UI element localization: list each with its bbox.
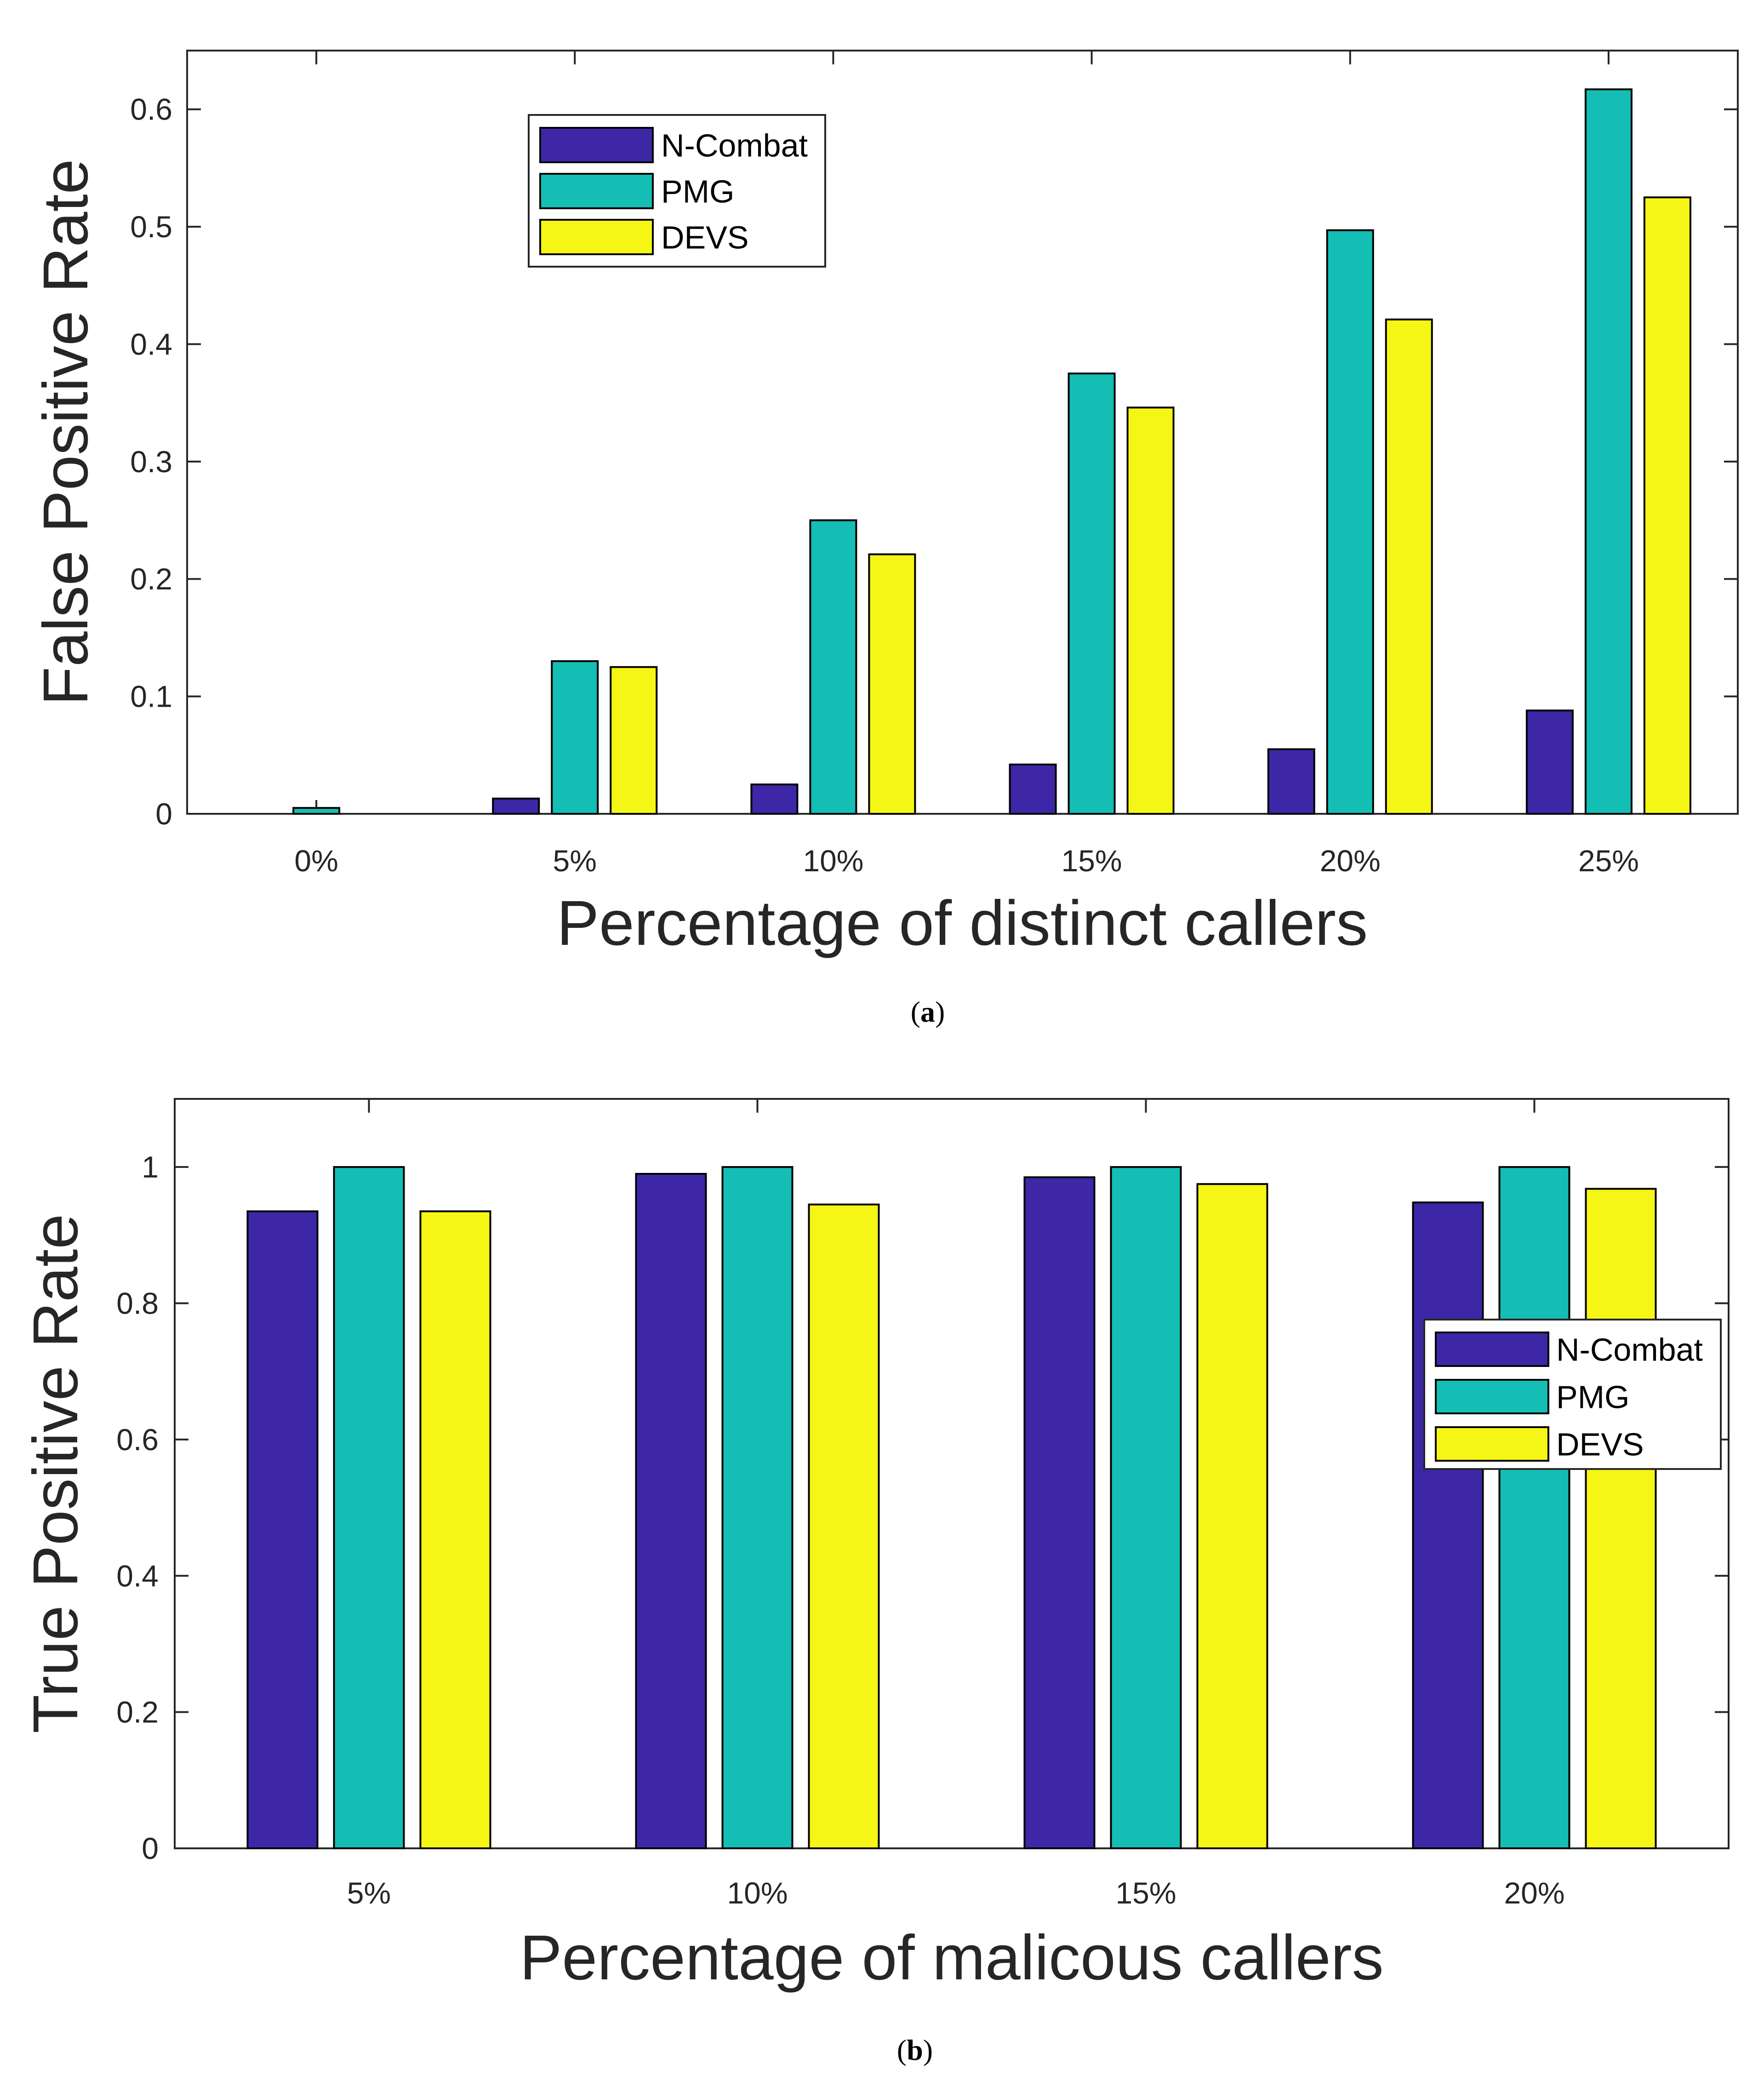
bar-n-combat xyxy=(1525,709,1574,815)
bar-pmg xyxy=(292,807,341,815)
bar-n-combat xyxy=(492,797,540,815)
bar-pmg xyxy=(1498,1166,1570,1850)
bar-devs xyxy=(1196,1183,1268,1849)
y-tick-label: 0.3 xyxy=(130,445,172,479)
x-tick-label: 20% xyxy=(1320,844,1381,878)
legend-swatch-n-combat xyxy=(1435,1332,1549,1367)
chart-a-bars xyxy=(292,88,1691,815)
legend-label-devs: DEVS xyxy=(1556,1427,1644,1463)
chart-a-caption-open: ( xyxy=(911,995,920,1028)
x-tick-label: 10% xyxy=(727,1876,788,1910)
bar-pmg xyxy=(551,660,599,815)
y-tick-label: 0.2 xyxy=(116,1695,159,1729)
legend-swatch-pmg xyxy=(539,173,654,209)
chart-a-caption: (a) xyxy=(911,995,945,1028)
legend-swatch-n-combat xyxy=(539,127,654,163)
bar-devs xyxy=(419,1210,491,1849)
x-tick-label: 15% xyxy=(1062,844,1122,878)
bar-n-combat xyxy=(635,1173,707,1849)
bar-n-combat xyxy=(1412,1201,1484,1849)
legend-label-n-combat: N-Combat xyxy=(661,128,808,164)
chart-a: 0 0.1 0.2 0.3 0.4 0.5 0.6 0% 5% 10% 15% 20% 25% Per… xyxy=(30,50,1739,1028)
legend-swatch-devs xyxy=(539,219,654,255)
bar-pmg xyxy=(1326,229,1374,815)
y-tick-label: 0.8 xyxy=(116,1286,159,1320)
x-tick-label: 15% xyxy=(1115,1876,1176,1910)
chart-a-y-ticks: 0 0.1 0.2 0.3 0.4 0.5 0.6 xyxy=(130,92,1738,831)
bar-n-combat xyxy=(1009,763,1057,815)
bar-devs xyxy=(868,553,916,815)
chart-a-x-ticks: 0% 5% 10% 15% 20% 25% xyxy=(294,51,1639,878)
chart-b-caption-close: ) xyxy=(923,2034,933,2066)
bar-pmg xyxy=(1110,1166,1182,1850)
bar-n-combat xyxy=(1023,1176,1096,1850)
y-tick-label: 0.1 xyxy=(130,680,172,714)
x-tick-label: 20% xyxy=(1504,1876,1564,1910)
bar-devs xyxy=(610,666,658,815)
chart-b-plot-area xyxy=(174,1098,1730,1849)
bar-pmg xyxy=(1584,88,1633,815)
chart-b-caption: (b) xyxy=(897,2034,933,2066)
bar-devs xyxy=(1585,1188,1657,1850)
x-tick-label: 0% xyxy=(294,844,338,878)
y-tick-label: 0 xyxy=(155,797,172,831)
bar-pmg xyxy=(1068,372,1116,815)
chart-b: 0 0.2 0.4 0.6 0.8 1 5% 10% 15% 20% Percentage of… xyxy=(20,1098,1730,2066)
chart-a-plot-area xyxy=(186,50,1739,815)
bar-devs xyxy=(1643,196,1691,815)
y-tick-label: 1 xyxy=(142,1150,159,1184)
chart-b-y-ticks: 0 0.2 0.4 0.6 0.8 1 xyxy=(116,1150,1729,1865)
chart-a-y-axis-label: False Positive Rate xyxy=(30,159,101,706)
legend-label-pmg: PMG xyxy=(661,174,734,210)
y-tick-label: 0.6 xyxy=(116,1423,159,1457)
legend-label-n-combat: N-Combat xyxy=(1556,1332,1703,1368)
chart-a-legend: N-Combat PMG DEVS xyxy=(528,114,826,268)
bar-devs xyxy=(808,1203,880,1850)
chart-b-bars xyxy=(246,1166,1657,1850)
bar-n-combat xyxy=(750,783,799,815)
y-tick-label: 0.2 xyxy=(130,562,172,596)
y-tick-label: 0.4 xyxy=(116,1559,159,1593)
chart-a-caption-close: ) xyxy=(935,995,945,1028)
legend-swatch-pmg xyxy=(1435,1379,1549,1414)
chart-a-x-axis-label: Percentage of distinct callers xyxy=(557,888,1368,959)
x-tick-label: 10% xyxy=(803,844,863,878)
chart-b-y-axis-label: True Positive Rate xyxy=(20,1214,91,1733)
x-tick-label: 25% xyxy=(1578,844,1639,878)
x-tick-label: 5% xyxy=(347,1876,391,1910)
chart-a-caption-letter: a xyxy=(920,995,935,1028)
chart-b-legend: N-Combat PMG DEVS xyxy=(1423,1319,1722,1470)
bar-pmg xyxy=(333,1166,405,1850)
x-tick-label: 5% xyxy=(553,844,597,878)
chart-b-x-axis-label: Percentage of malicous callers xyxy=(519,1922,1383,1993)
y-tick-label: 0.5 xyxy=(130,210,172,244)
chart-b-caption-open: ( xyxy=(897,2034,907,2066)
y-tick-label: 0 xyxy=(142,1831,159,1865)
y-tick-label: 0.4 xyxy=(130,327,172,361)
bar-n-combat xyxy=(246,1210,319,1849)
bar-devs xyxy=(1126,406,1175,815)
legend-label-devs: DEVS xyxy=(661,220,749,256)
y-tick-label: 0.6 xyxy=(130,92,172,126)
legend-label-pmg: PMG xyxy=(1556,1379,1629,1415)
bar-pmg xyxy=(721,1166,794,1850)
legend-swatch-devs xyxy=(1435,1426,1549,1462)
bar-pmg xyxy=(809,519,857,815)
bar-devs xyxy=(1385,318,1433,815)
bar-n-combat xyxy=(1267,748,1315,815)
chart-b-caption-letter: b xyxy=(907,2034,923,2066)
